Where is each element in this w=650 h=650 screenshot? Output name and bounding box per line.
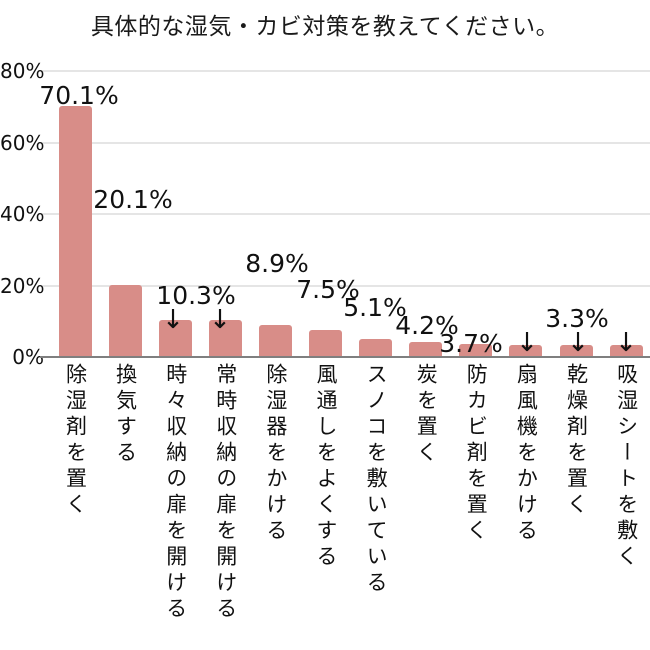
- gridline: [42, 284, 650, 287]
- bar: [108, 285, 142, 357]
- gridline: [42, 70, 650, 72]
- x-axis-category-label: 防カビ剤を置く: [464, 363, 489, 545]
- bar: [359, 338, 393, 357]
- x-axis-category-label: 換気する: [113, 363, 138, 467]
- x-axis-category-label: 除湿器をかける: [263, 363, 288, 545]
- y-axis-tick-label: 40%: [0, 202, 45, 226]
- value-label: 10.3%: [156, 281, 236, 310]
- y-axis-tick-label: 0%: [12, 345, 44, 369]
- bar: [609, 345, 643, 357]
- bar: [509, 345, 543, 357]
- y-axis-tick-label: 20%: [0, 273, 45, 298]
- down-arrow-icon: ↓: [209, 305, 231, 335]
- down-arrow-icon: ↓: [516, 328, 538, 358]
- x-axis-category-label: 常時収納の扉を開ける: [213, 363, 238, 623]
- down-arrow-icon: ↓: [615, 328, 637, 358]
- value-label: 3.3%: [545, 304, 609, 333]
- value-label: 4.2%: [395, 311, 459, 340]
- gridline: [42, 213, 650, 215]
- bar: [409, 341, 443, 357]
- x-axis-category-label: 吸湿シートを敷く: [614, 363, 639, 571]
- y-axis-tick-label: 60%: [0, 130, 45, 155]
- x-axis-category-label: スノコを敷いている: [364, 363, 389, 597]
- bar: [258, 325, 292, 357]
- x-axis-category-label: 風通しをよくする: [314, 363, 338, 571]
- bar: [559, 345, 593, 357]
- gridline: [42, 141, 650, 144]
- x-axis-category-label: 炭を置く: [414, 363, 439, 467]
- down-arrow-icon: ↓: [567, 328, 589, 358]
- x-axis-category-label: 乾燥剤を置く: [564, 363, 589, 519]
- value-label: 5.1%: [343, 293, 407, 322]
- value-label: 70.1%: [39, 81, 119, 110]
- bar: [158, 320, 192, 357]
- bar: [58, 106, 92, 357]
- value-label: 7.5%: [296, 275, 360, 304]
- bar: [459, 343, 493, 357]
- value-label: 3.7%: [439, 329, 503, 358]
- y-axis-tick-label: 80%: [0, 59, 45, 83]
- bar: [309, 330, 342, 357]
- chart-title: 具体的な湿気・カビ対策を教えてください。: [90, 14, 560, 40]
- x-axis-line: [40, 356, 650, 358]
- value-label: 8.9%: [245, 249, 309, 278]
- x-axis-category-label: 時々収納の扉を開ける: [163, 363, 188, 623]
- down-arrow-icon: ↓: [162, 305, 184, 335]
- bar: [208, 320, 242, 357]
- value-label: 20.1%: [93, 185, 173, 214]
- x-axis-category-label: 扇風機をかける: [514, 363, 539, 545]
- x-axis-category-label: 除湿剤を置く: [63, 363, 88, 519]
